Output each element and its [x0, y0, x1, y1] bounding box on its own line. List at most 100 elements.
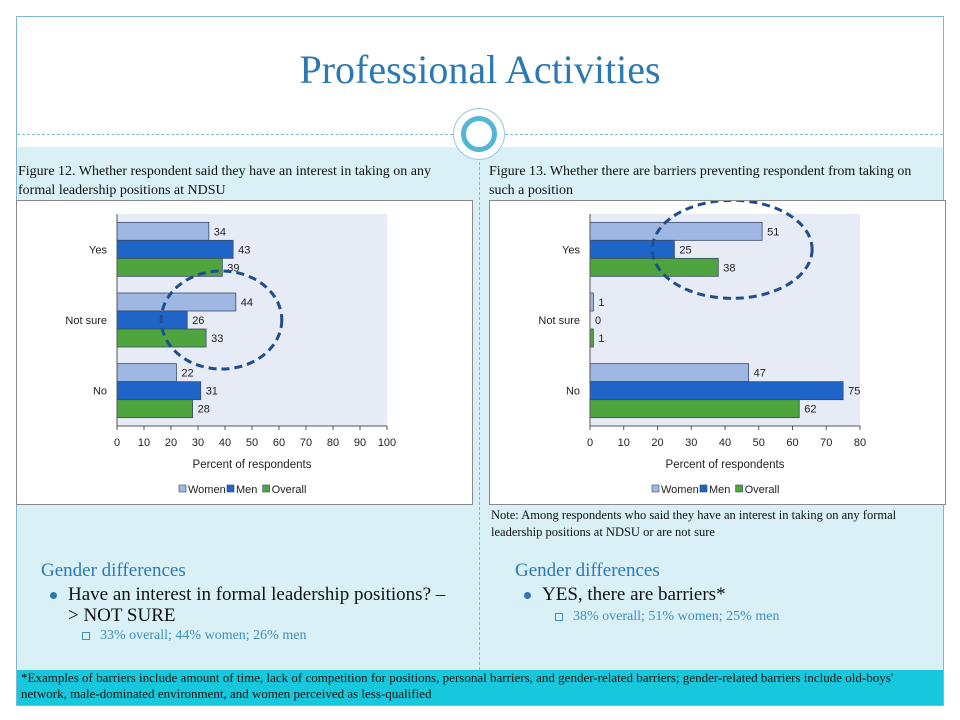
- left-sub-text: 33% overall; 44% women; 26% men: [100, 628, 307, 643]
- right-bullet: YES, there are barriers*: [524, 584, 922, 605]
- x-tick-label: 40: [719, 437, 731, 449]
- category-label: No: [93, 386, 107, 398]
- legend-label: Women: [661, 484, 699, 496]
- legend-swatch: [699, 484, 708, 493]
- data-label: 62: [804, 404, 816, 416]
- data-label: 47: [754, 368, 766, 380]
- x-tick-label: 20: [651, 437, 663, 449]
- slide-title: Professional Activities: [299, 47, 661, 92]
- legend-swatch: [735, 484, 743, 493]
- data-label: 28: [198, 404, 210, 416]
- right-gender-differences-heading: Gender differences: [515, 560, 660, 581]
- figure-13-note: Note: Among respondents who said they ha…: [491, 508, 897, 539]
- legend-swatch: [262, 484, 270, 493]
- right-sub-bullet: 38% overall; 51% women; 25% men: [555, 609, 780, 625]
- data-label: 1: [598, 297, 604, 309]
- legend-swatch: [178, 484, 187, 493]
- bar-women: [589, 363, 750, 383]
- data-label: 34: [214, 226, 226, 238]
- x-tick-label: 0: [587, 437, 593, 449]
- x-tick-label: 30: [685, 437, 697, 449]
- bullet-dot-icon: [524, 592, 531, 599]
- x-axis-title: Percent of respondents: [193, 459, 312, 471]
- data-label: 33: [211, 333, 223, 345]
- category-label: Not sure: [538, 315, 580, 327]
- bar-men: [116, 381, 202, 401]
- column-divider: [479, 162, 480, 670]
- highlight-ellipse: [650, 198, 814, 300]
- bar-women: [589, 221, 763, 241]
- footnote-text: *Examples of barriers include amount of …: [21, 670, 894, 701]
- legend-label: Men: [709, 484, 730, 496]
- bar-overall: [589, 328, 594, 348]
- data-label: 26: [192, 315, 204, 327]
- x-tick-label: 40: [219, 437, 231, 449]
- category-label: No: [566, 386, 580, 398]
- left-bullet: Have an interest in formal leadership po…: [50, 584, 448, 626]
- bar-men: [116, 310, 188, 330]
- data-label: 44: [241, 297, 253, 309]
- x-tick-label: 70: [820, 437, 832, 449]
- data-label: 22: [181, 368, 193, 380]
- left-gender-differences-heading: Gender differences: [41, 560, 186, 581]
- x-tick-label: 0: [114, 437, 120, 449]
- x-tick-label: 30: [192, 437, 204, 449]
- legend-swatch: [226, 484, 235, 493]
- ring-ornament-icon: [453, 108, 505, 160]
- bar-overall: [116, 399, 193, 419]
- figure-12-caption: Figure 12. Whether respondent said they …: [18, 164, 432, 198]
- left-sub-bullet: 33% overall; 44% women; 26% men: [82, 628, 307, 644]
- square-bullet-icon: [82, 632, 90, 640]
- figure-13-chart: Yes 51 25 38 Not sure 1 0 1 No 47 75 62 0 10 20 30 40 50 6…: [489, 198, 946, 505]
- x-tick-label: 10: [618, 437, 630, 449]
- data-label: 38: [723, 262, 735, 274]
- data-label: 75: [848, 386, 860, 398]
- data-label: 31: [206, 386, 218, 398]
- bar-women: [589, 292, 594, 312]
- legend-label: Overall: [745, 484, 780, 496]
- right-bullet-text: YES, there are barriers*: [542, 584, 726, 605]
- x-tick-label: 50: [753, 437, 765, 449]
- x-tick-label: 50: [246, 437, 258, 449]
- highlight-ellipse: [159, 269, 284, 371]
- bullet-dot-icon: [50, 592, 57, 599]
- x-tick-label: 80: [327, 437, 339, 449]
- right-sub-text: 38% overall; 51% women; 25% men: [573, 609, 780, 624]
- legend-label: Men: [236, 484, 257, 496]
- left-bullet-text: Have an interest in formal leadership po…: [68, 584, 446, 626]
- legend-label: Overall: [272, 484, 307, 496]
- bar-women: [116, 292, 237, 312]
- bar-overall: [589, 399, 800, 419]
- x-tick-label: 70: [300, 437, 312, 449]
- bar-men: [589, 239, 675, 259]
- legend-label: Women: [188, 484, 226, 496]
- x-axis-title: Percent of respondents: [666, 459, 785, 471]
- x-tick-label: 10: [138, 437, 150, 449]
- title-divider-left: [17, 134, 453, 135]
- bar-men: [589, 381, 844, 401]
- bar-overall: [116, 257, 223, 277]
- square-bullet-icon: [555, 613, 563, 621]
- bar-women: [116, 221, 210, 241]
- title-divider-right: [505, 134, 943, 135]
- category-label: Not sure: [65, 315, 107, 327]
- data-label: 25: [679, 244, 691, 256]
- bar-women: [116, 363, 177, 383]
- x-tick-label: 60: [786, 437, 798, 449]
- x-tick-label: 20: [165, 437, 177, 449]
- legend-swatch: [651, 484, 660, 493]
- x-tick-label: 90: [354, 437, 366, 449]
- data-label: 43: [238, 244, 250, 256]
- x-tick-label: 60: [273, 437, 285, 449]
- bar-overall: [589, 257, 719, 277]
- figure-12-chart: Yes 34 43 39 Not sure 44 26 33 No 22 31 28 0 10 20 30 40…: [16, 200, 473, 505]
- category-label: Yes: [562, 244, 580, 256]
- data-label: 0: [595, 315, 601, 327]
- bar-men: [116, 239, 234, 259]
- x-tick-label: 100: [378, 437, 396, 449]
- category-label: Yes: [89, 244, 107, 256]
- data-label: 1: [598, 333, 604, 345]
- figure-13-caption: Figure 13. Whether there are barriers pr…: [489, 164, 912, 198]
